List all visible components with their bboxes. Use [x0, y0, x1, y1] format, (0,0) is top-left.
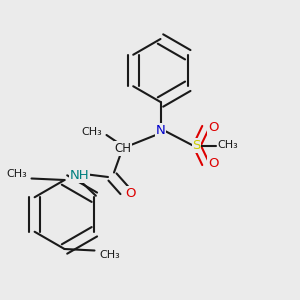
- Text: O: O: [125, 187, 136, 200]
- Text: NH: NH: [70, 169, 89, 182]
- Text: S: S: [192, 139, 201, 152]
- Text: CH₃: CH₃: [81, 127, 102, 137]
- Text: O: O: [208, 121, 218, 134]
- Text: N: N: [156, 124, 165, 137]
- Text: CH₃: CH₃: [99, 250, 120, 260]
- Text: CH₃: CH₃: [218, 140, 238, 151]
- Text: CH: CH: [115, 142, 131, 155]
- Text: CH₃: CH₃: [6, 169, 27, 179]
- Text: O: O: [208, 157, 218, 170]
